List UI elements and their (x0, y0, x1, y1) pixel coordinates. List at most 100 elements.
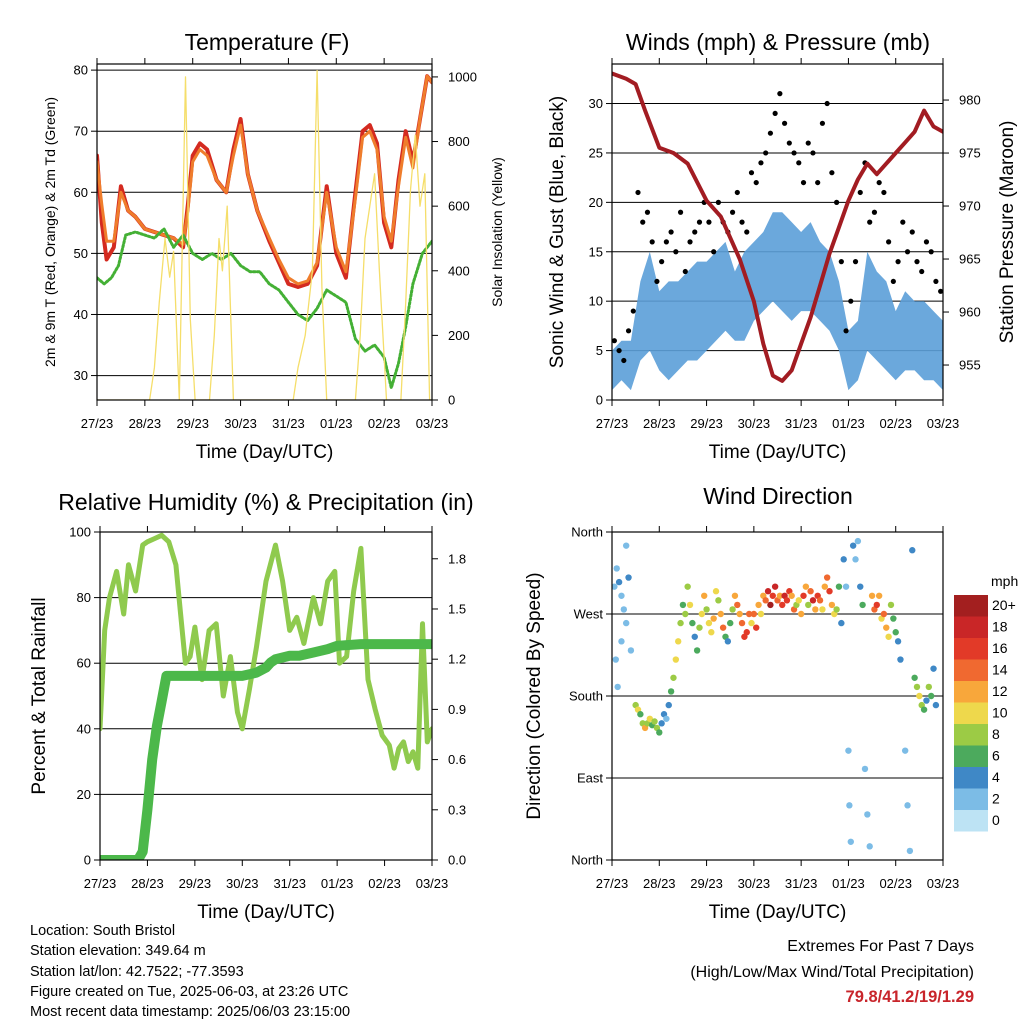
y-tick-label: 0 (596, 393, 603, 408)
location-text: Location: South Bristol (30, 923, 176, 939)
plot-frame (99, 531, 433, 861)
gust-point (677, 209, 684, 215)
y-axis-title: 2m & 9m T (Red, Orange) & 2m Td (Green) (42, 97, 58, 367)
direction-point (769, 592, 776, 599)
direction-point (838, 619, 845, 627)
legend-label: 6 (992, 748, 1000, 764)
gust-point (654, 278, 660, 285)
gust-point (673, 249, 679, 255)
gust-point (815, 179, 821, 186)
direction-point (762, 597, 769, 604)
direction-point (826, 588, 833, 595)
direction-panel: North East South West North 27/23 28/23 29/23 30… (524, 483, 959, 923)
y-tick-label: 30 (589, 96, 603, 111)
gust-point (659, 259, 665, 265)
extremes-title: Extremes For Past 7 Days (787, 938, 974, 955)
direction-point (868, 592, 876, 599)
direction-point (909, 547, 916, 554)
direction-point (897, 656, 904, 663)
x-tick-label: 01/23 (320, 416, 353, 431)
direction-point (670, 674, 677, 681)
y-tick-label: 40 (74, 307, 88, 322)
gust-point (895, 259, 901, 265)
x-tick-label: 27/23 (81, 416, 114, 431)
y-tick-label: 50 (74, 246, 88, 261)
direction-point (708, 629, 715, 636)
x-tick-label: 27/23 (84, 876, 117, 891)
direction-point (845, 747, 852, 754)
gust-point (711, 249, 717, 255)
x-tick-label: 30/23 (224, 416, 257, 431)
y2-axis-title: Station Pressure (Maroon) (997, 121, 1018, 344)
direction-point (857, 583, 864, 590)
direction-point (679, 601, 687, 609)
gust-point (800, 179, 807, 186)
legend-swatch (954, 810, 988, 832)
direction-point (618, 638, 625, 645)
direction-point (779, 601, 786, 609)
legend-swatch (954, 767, 988, 789)
direction-point (927, 692, 935, 700)
created-text: Figure created on Tue, 2025-06-03, at 23… (30, 983, 349, 1000)
y-tick-label: 100 (69, 525, 91, 540)
direction-point (894, 638, 902, 645)
legend-swatch (954, 616, 988, 638)
y2-tick-label: 0.0 (448, 853, 466, 868)
gust-point (644, 209, 651, 215)
gust-point (796, 160, 802, 166)
direction-point (873, 601, 880, 609)
speed-legend: mph 20+ 18 16 14 12 10 8 6 4 2 0 (954, 573, 1018, 832)
y2-tick-label: 1.5 (448, 601, 466, 616)
x-tick-label: 29/23 (176, 416, 209, 431)
y-tick-label: East (577, 771, 603, 786)
direction-point (731, 592, 739, 599)
legend-label: 14 (992, 662, 1008, 678)
y-tick-label: 5 (596, 343, 603, 358)
x-tick-label: 28/23 (643, 876, 676, 891)
direction-point (734, 601, 741, 609)
direction-point (864, 811, 871, 818)
direction-point (859, 601, 866, 609)
gust-point (938, 288, 943, 294)
gust-point (791, 150, 797, 156)
gust-point (838, 259, 844, 265)
plot-area (612, 537, 940, 855)
direction-point (906, 847, 914, 855)
direction-point (892, 629, 899, 636)
direction-point (637, 711, 644, 718)
direction-point (809, 597, 817, 604)
gust-point (890, 278, 896, 285)
direction-point (795, 597, 802, 604)
direction-point (625, 574, 632, 581)
gust-point (758, 160, 764, 166)
direction-point (663, 715, 670, 722)
gust-point (928, 249, 934, 255)
gust-point (923, 239, 930, 245)
extremes-values: 79.8/41.2/19/1.29 (845, 988, 974, 1006)
direction-point (916, 692, 923, 700)
gust-point (810, 150, 816, 156)
plot-area (97, 69, 432, 400)
direction-point (675, 638, 682, 645)
chart-title: Wind Direction (703, 483, 853, 509)
y-axis-title: Direction (Colored By Speed) (524, 572, 545, 819)
direction-point (710, 615, 717, 622)
y-tick-label: South (569, 689, 603, 704)
gust-point (753, 179, 759, 186)
direction-point (802, 583, 810, 590)
x-tick-label: 01/23 (832, 416, 865, 431)
direction-point (743, 629, 750, 636)
direction-point (812, 606, 819, 613)
y2-tick-label: 800 (448, 134, 470, 149)
gust-point (625, 328, 632, 334)
gust-point (715, 199, 721, 205)
solar-line (97, 69, 432, 400)
y-tick-label: 25 (589, 145, 603, 160)
direction-point (682, 610, 689, 618)
gust-point (819, 120, 826, 126)
x-tick-label: 02/23 (879, 876, 912, 891)
plot-frame (96, 63, 433, 401)
legend-label: 4 (992, 769, 1000, 785)
gust-point (824, 100, 830, 107)
t9m-line (97, 74, 432, 286)
